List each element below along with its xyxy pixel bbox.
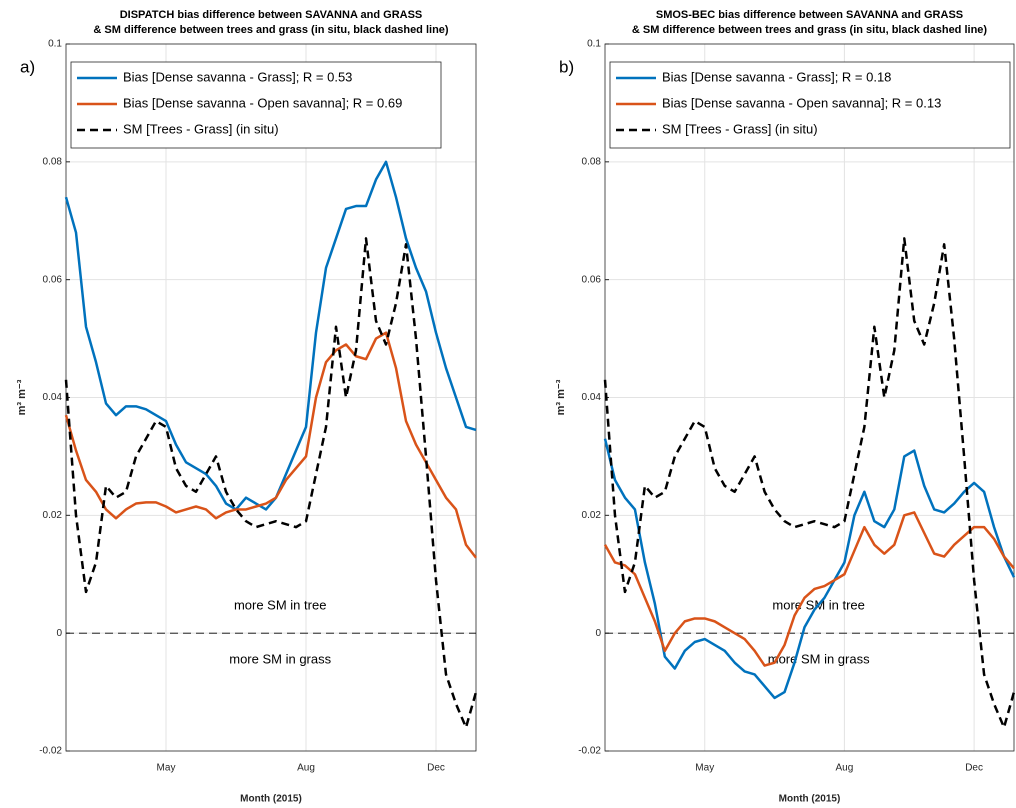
legend-box <box>609 61 1011 149</box>
y-tick-label: -0.02 <box>39 746 62 757</box>
plot-frame <box>65 43 477 752</box>
x-axis-label: Month (2015) <box>779 794 841 805</box>
legend-label: Bias [Dense savanna - Grass]; R = 0.53 <box>123 69 352 84</box>
y-tick-label: 0.04 <box>43 392 63 403</box>
plot-frame <box>604 43 1015 752</box>
legend-label: Bias [Dense savanna - Grass]; R = 0.18 <box>662 69 891 84</box>
panel-label: b) <box>559 57 574 76</box>
x-tick-label: Aug <box>836 763 854 774</box>
y-tick-label: 0.02 <box>582 510 602 521</box>
y-tick-label: 0 <box>56 628 62 639</box>
y-tick-label: 0.02 <box>43 510 63 521</box>
legend-label: Bias [Dense savanna - Open savanna]; R =… <box>662 95 941 110</box>
chart-title: DISPATCH bias difference between SAVANNA… <box>120 9 423 21</box>
y-axis-label: m³ m⁻³ <box>16 379 28 415</box>
y-tick-label: 0.1 <box>48 39 62 50</box>
y-tick-label: -0.02 <box>578 746 601 757</box>
x-tick-label: May <box>157 763 176 774</box>
legend-label: SM [Trees - Grass] (in situ) <box>123 121 279 136</box>
legend-label: Bias [Dense savanna - Open savanna]; R =… <box>123 95 402 110</box>
legend-box <box>70 61 442 149</box>
chart-subtitle: & SM difference between trees and grass … <box>632 24 987 36</box>
y-tick-label: 0.06 <box>582 274 602 285</box>
panel-label: a) <box>20 57 35 76</box>
series-line <box>603 511 1015 667</box>
y-tick-label: 0.1 <box>587 39 601 50</box>
annotation: more SM in grass <box>768 652 870 667</box>
y-axis-label: m³ m⁻³ <box>555 379 567 415</box>
legend-label: SM [Trees - Grass] (in situ) <box>662 121 818 136</box>
series-line <box>603 237 1016 729</box>
series-line <box>64 237 478 729</box>
chart-title: SMOS-BEC bias difference between SAVANNA… <box>656 9 963 21</box>
series-line <box>64 160 477 511</box>
y-tick-label: 0.06 <box>43 274 63 285</box>
x-tick-label: Dec <box>965 763 983 774</box>
annotation: more SM in tree <box>234 598 326 613</box>
y-tick-label: 0.08 <box>582 156 602 167</box>
x-tick-label: May <box>695 763 714 774</box>
x-tick-label: Dec <box>427 763 445 774</box>
y-tick-label: 0 <box>595 628 601 639</box>
series-line <box>603 438 1016 700</box>
y-tick-label: 0.08 <box>43 156 63 167</box>
chart-subtitle: & SM difference between trees and grass … <box>93 24 448 36</box>
x-tick-label: Aug <box>297 763 315 774</box>
y-tick-label: 0.04 <box>582 392 602 403</box>
series-line <box>64 331 477 559</box>
annotation: more SM in grass <box>229 652 331 667</box>
x-axis-label: Month (2015) <box>240 794 302 805</box>
